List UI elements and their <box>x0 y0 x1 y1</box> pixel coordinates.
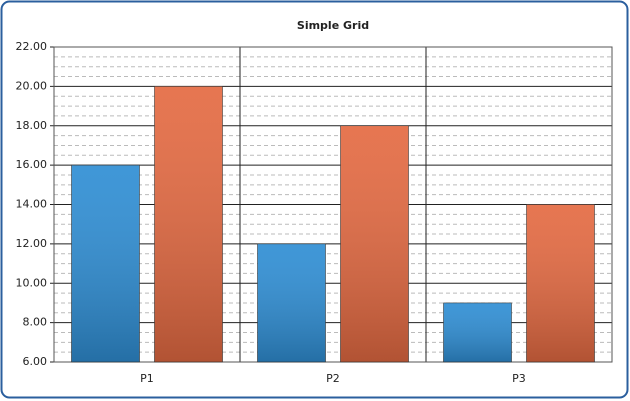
y-tick-label: 16.00 <box>16 158 48 171</box>
chart-title: Simple Grid <box>297 19 369 32</box>
x-tick-label: P2 <box>326 372 340 385</box>
y-tick-label: 20.00 <box>16 79 48 92</box>
bar-shade <box>71 165 140 362</box>
plot-border <box>53 46 613 363</box>
y-tick-label: 22.00 <box>16 40 48 53</box>
y-tick-label: 10.00 <box>16 276 48 289</box>
x-tick-label: P3 <box>512 372 526 385</box>
bar-shade <box>154 86 223 362</box>
bar-shade <box>340 125 409 362</box>
bar-shade <box>526 204 595 362</box>
x-tick-label: P1 <box>140 372 154 385</box>
y-tick-label: 8.00 <box>23 316 48 329</box>
y-tick-label: 12.00 <box>16 237 48 250</box>
y-tick-label: 14.00 <box>16 198 48 211</box>
bar-shade <box>257 243 326 362</box>
y-tick-label: 6.00 <box>23 355 48 368</box>
y-tick-label: 18.00 <box>16 119 48 132</box>
bar-shade <box>443 302 512 362</box>
